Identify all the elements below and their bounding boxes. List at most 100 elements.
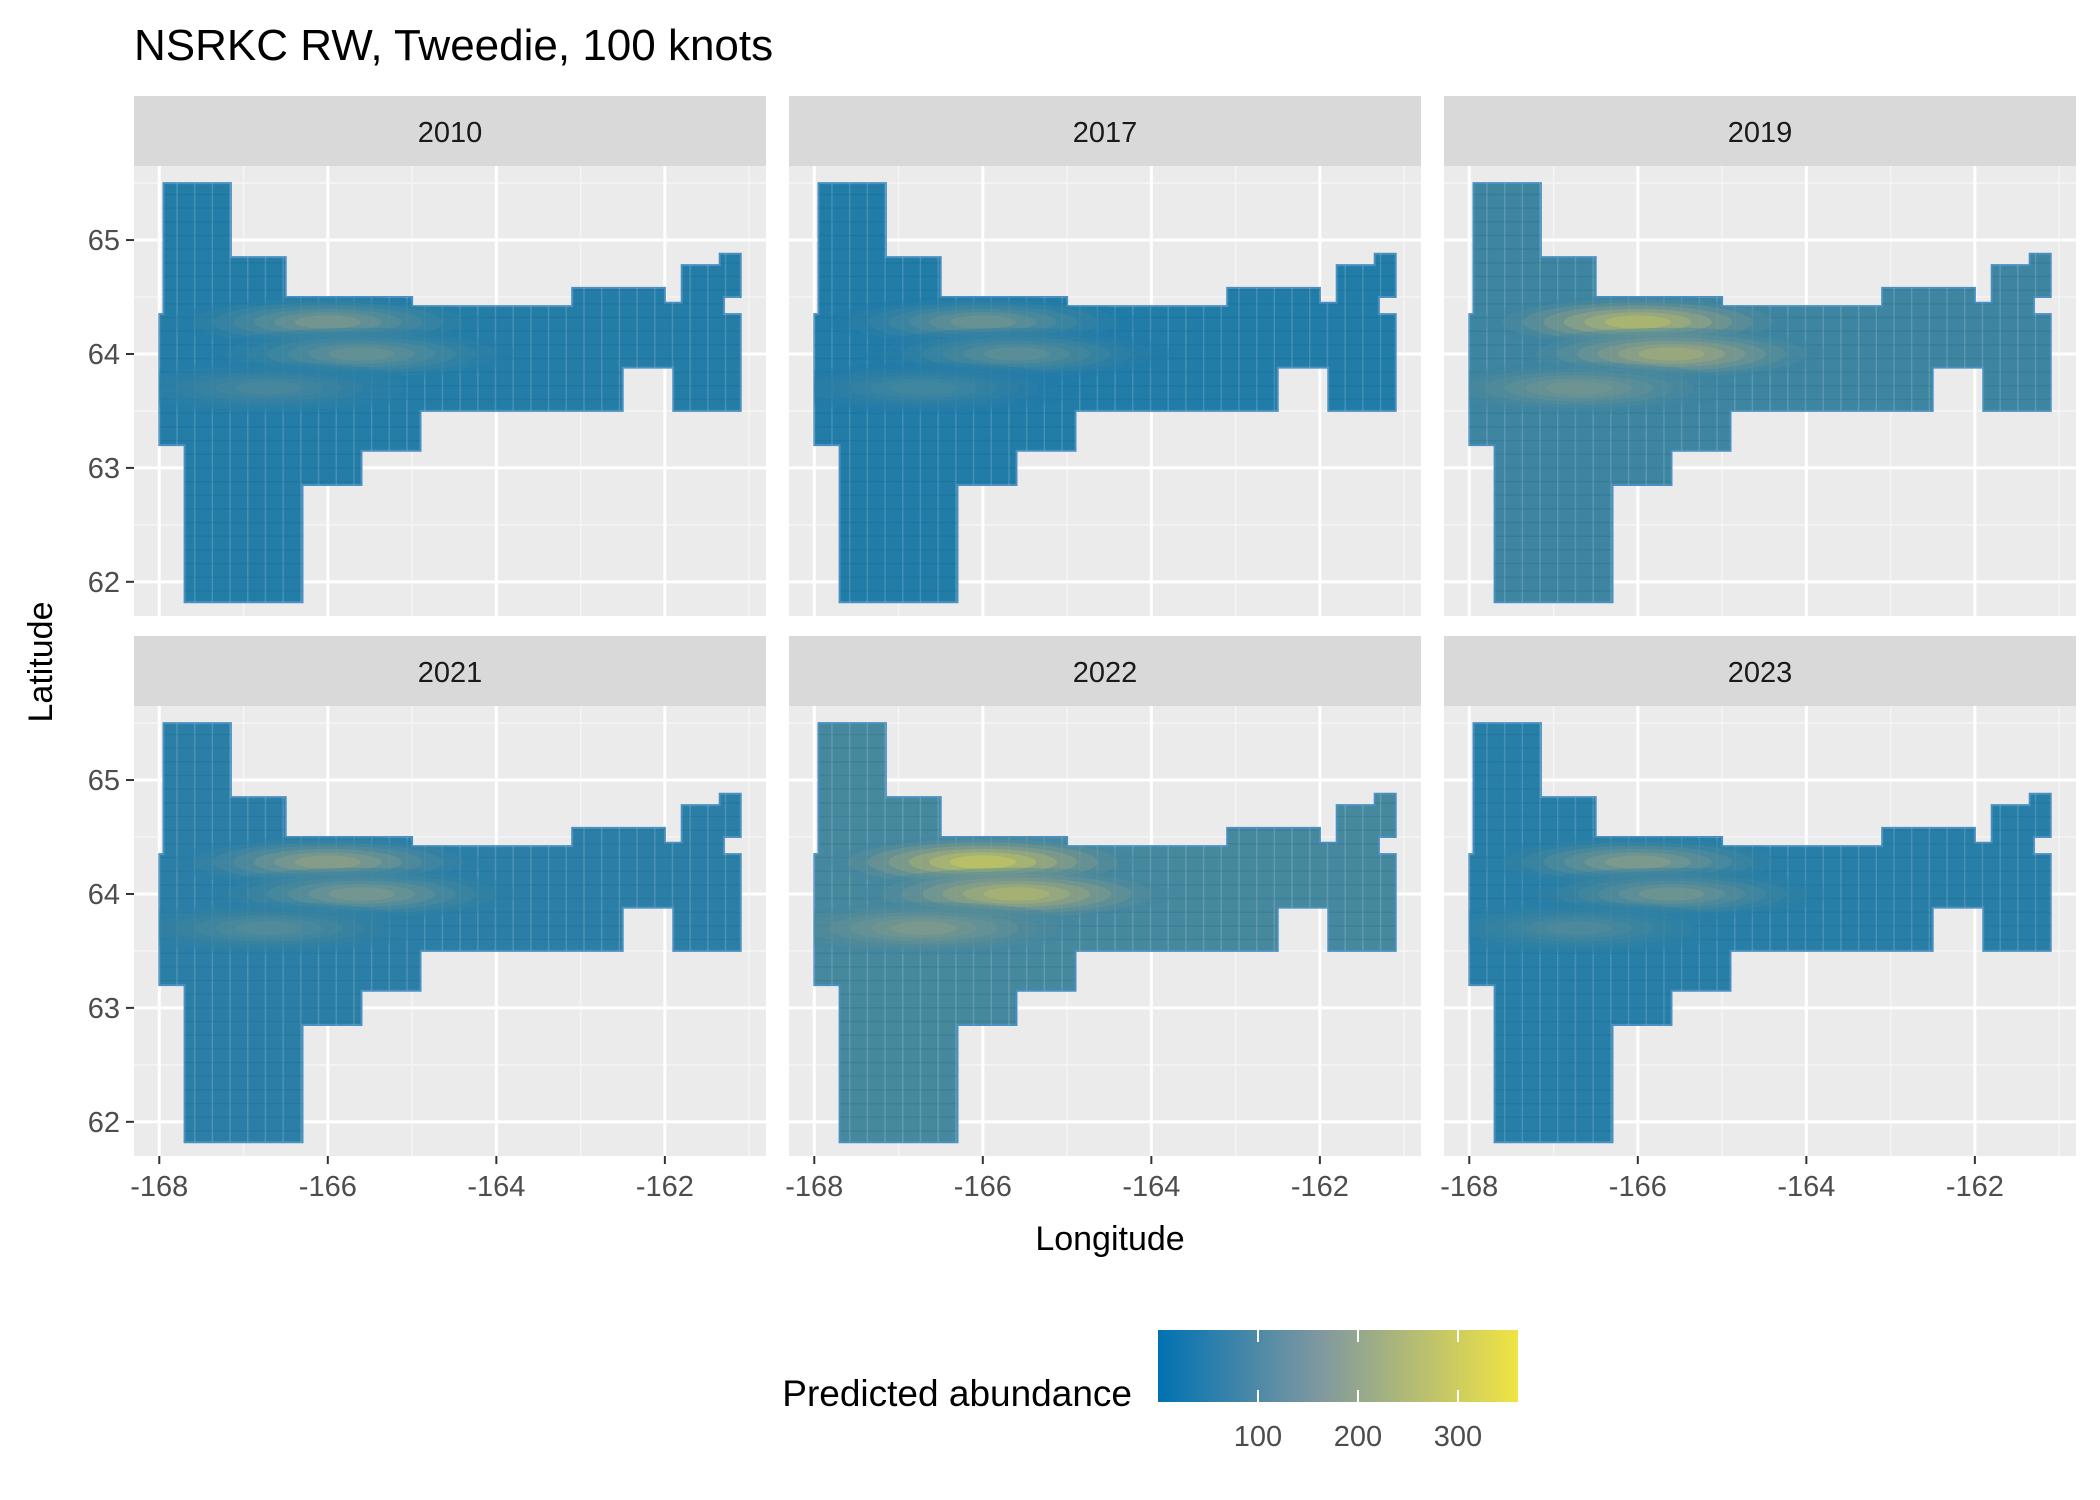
x-tick-label: -164 — [1777, 1171, 1835, 1203]
y-tick-label: 62 — [88, 1107, 120, 1139]
hotspot-2 — [215, 378, 323, 399]
hotspot-2 — [1504, 374, 1653, 402]
hotspot-1 — [962, 884, 1071, 904]
y-axis-title: Latitude — [22, 602, 60, 723]
facet-strip — [134, 636, 766, 706]
hotspot-2 — [159, 908, 384, 948]
hotspot-1 — [1638, 347, 1705, 361]
hotspot-2 — [235, 921, 302, 935]
hotspot-0 — [949, 855, 1016, 869]
facet-strip — [134, 96, 766, 166]
hotspot-1 — [307, 344, 416, 364]
hotspot-2 — [1469, 901, 1735, 955]
x-tick-label: -168 — [785, 1171, 843, 1203]
hotspot-2 — [215, 918, 323, 939]
hotspot-0 — [274, 852, 382, 872]
hotspot-1 — [1536, 871, 1807, 917]
survey-region-points — [813, 182, 1397, 604]
x-tick-label: -164 — [1122, 1171, 1180, 1203]
x-tick-label: -164 — [467, 1171, 525, 1203]
hotspot-1 — [205, 327, 518, 381]
abundance-hotspots — [1469, 835, 1828, 955]
hotspot-0 — [847, 839, 1119, 885]
facet-panel-2019: 2019 — [1444, 96, 2076, 616]
hotspot-0 — [929, 852, 1037, 872]
y-tick-label: 64 — [88, 879, 120, 911]
hotspot-0 — [867, 842, 1098, 882]
hotspot-1 — [1515, 867, 1828, 921]
hotspot-2 — [1469, 361, 1735, 415]
hotspot-2 — [1484, 371, 1674, 405]
hotspot-1 — [1617, 884, 1726, 904]
hotspot-0 — [826, 295, 1139, 349]
legend-break-label: 100 — [1234, 1421, 1282, 1453]
hotspot-1 — [1577, 337, 1767, 371]
y-tick-label: 63 — [88, 453, 120, 485]
hotspot-2 — [159, 365, 405, 412]
facet-strip-label: 2021 — [418, 657, 483, 689]
hotspot-1 — [1577, 877, 1767, 911]
hotspot-0 — [253, 848, 402, 876]
hotspot-0 — [233, 845, 423, 879]
hotspot-2 — [159, 361, 425, 415]
hotspot-2 — [174, 371, 364, 405]
hotspot-2 — [814, 365, 1060, 412]
hotspot-0 — [1522, 842, 1753, 882]
facet-panels: 2010 62 63 64 65 2017 2019 2021 62 63 64 65 -168 -166… — [88, 96, 2076, 1203]
hotspot-2 — [1545, 921, 1612, 935]
legend-title: Predicted abundance — [782, 1373, 1132, 1414]
facet-strip — [789, 96, 1421, 166]
hotspot-2 — [890, 381, 957, 395]
hotspot-1 — [1597, 880, 1746, 908]
hotspot-0 — [1563, 848, 1712, 876]
x-tick-label: -166 — [954, 1171, 1012, 1203]
hotspot-0 — [1604, 855, 1671, 869]
legend-break-label: 200 — [1334, 1421, 1382, 1453]
hotspot-2 — [814, 901, 1080, 955]
hotspot-2 — [159, 368, 384, 408]
hotspot-1 — [226, 871, 497, 917]
facet-strip-label: 2019 — [1728, 117, 1793, 149]
hotspot-1 — [962, 344, 1071, 364]
hotspot-2 — [159, 901, 425, 955]
hotspot-0 — [1522, 302, 1753, 342]
hotspot-2 — [1469, 365, 1715, 412]
hotspot-0 — [294, 315, 361, 329]
facet-strip — [1444, 636, 2076, 706]
hotspot-2 — [1469, 368, 1694, 408]
survey-region-points — [158, 722, 742, 1144]
hotspot-1 — [901, 874, 1132, 914]
hotspot-0 — [1543, 305, 1733, 339]
hotspot-1 — [922, 877, 1112, 911]
color-legend: Predicted abundance 100 200 300 — [782, 1330, 1518, 1453]
survey-region-points — [1468, 182, 2052, 604]
facet-strip — [789, 636, 1421, 706]
y-tick-label: 65 — [88, 225, 120, 257]
hotspot-0 — [1584, 852, 1692, 872]
legend-ticks: 100 200 300 — [1234, 1330, 1482, 1453]
x-tick-label: -162 — [636, 1171, 694, 1203]
y-tick-label: 65 — [88, 765, 120, 797]
hotspot-2 — [849, 374, 998, 402]
hotspot-1 — [1556, 334, 1787, 374]
hotspot-1 — [881, 871, 1152, 917]
survey-region-points — [158, 182, 742, 604]
abundance-hotspots — [814, 295, 1173, 415]
hotspot-1 — [1556, 874, 1787, 914]
hotspot-0 — [1584, 312, 1692, 332]
hotspot-1 — [205, 867, 518, 921]
hotspot-1 — [942, 880, 1091, 908]
hotspot-1 — [1515, 327, 1828, 381]
facet-strip-label: 2022 — [1073, 657, 1138, 689]
hotspot-0 — [1481, 835, 1794, 889]
hotspot-2 — [814, 361, 1080, 415]
facet-panel-2022: 2022 -168 -166 -164 -162 — [785, 636, 1421, 1203]
hotspot-0 — [253, 308, 402, 336]
hotspot-1 — [267, 877, 457, 911]
hotspot-0 — [888, 305, 1078, 339]
facet-strip-label: 2010 — [418, 117, 483, 149]
facet-panel-2021: 2021 62 63 64 65 -168 -166 -164 -162 — [88, 636, 766, 1203]
hotspot-2 — [870, 918, 978, 939]
hotspot-2 — [1545, 381, 1612, 395]
hotspot-2 — [159, 905, 405, 952]
